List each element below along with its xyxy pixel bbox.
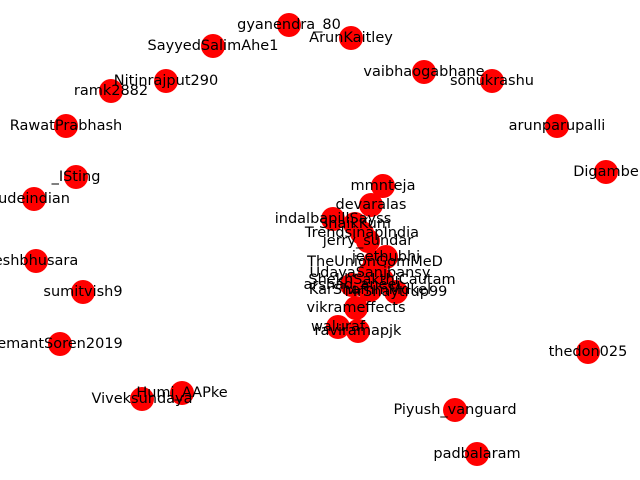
labels-layer: gyanendra_80 SayyedSalimAhe1 ArunKaitley Ni… — [0, 17, 639, 462]
node-label-trendsinapindia: TrendsinapIndia — [304, 225, 419, 241]
node-label-thedon025: thedon025 — [549, 344, 628, 360]
node-piyush-vanguard — [443, 398, 467, 422]
node-label-emantsoren2019: emantSoren2019 — [0, 336, 123, 352]
node-label-udayasanjbansy: UdayaSanjbansy — [310, 265, 431, 281]
node-label-digambe: Digambe — [573, 164, 639, 180]
node-mmnteja — [371, 174, 395, 198]
node-label-ramk2882: ramk2882 — [74, 83, 148, 99]
node-sumitvish9 — [71, 280, 95, 304]
node-label-shaikkum: ShaikKum — [319, 216, 391, 232]
node-arunkaitley — [339, 26, 363, 50]
node-label-nitinrajput290: Nitinrajput290 — [114, 73, 218, 89]
node-udeindian — [22, 187, 46, 211]
node-label-raviramapjk: raviramapjk — [315, 323, 403, 339]
node-emantsoren2019 — [48, 332, 72, 356]
node-label-mmnteja: mmnteja — [351, 178, 416, 194]
node-label-indalbapillsayss: indalbapillSayss — [275, 211, 392, 227]
node-jerry-sundar — [356, 229, 380, 253]
node-label-udeindian: udeindian — [0, 191, 70, 207]
node-indalbapillsayss — [321, 207, 345, 231]
node-sayyedsalimahe1 — [201, 34, 225, 58]
node-label-rawatprabhash: RawatPrabhash — [10, 118, 122, 134]
node-arunparupalli — [545, 114, 569, 138]
node-padbalaram — [465, 442, 489, 466]
node-label-gyanendra-80: gyanendra_80 — [237, 17, 341, 33]
node-label-piyush-vanguard: Piyush_vanguard — [393, 402, 516, 418]
node-label-vaibhaogabhane: vaibhaogabhane — [363, 64, 484, 80]
node-vikrameffects — [344, 296, 368, 320]
node-label-karshafnmmdkel: KarShafnmMdkel — [309, 282, 431, 298]
node-label-jeethubhi: jeethubhi — [351, 249, 420, 265]
node-sonukrashu — [480, 69, 504, 93]
node-humi-aapke — [170, 381, 194, 405]
node-label-sonukrashu: sonukrashu — [450, 73, 534, 89]
node-vaibhaogabhane — [412, 60, 436, 84]
node-label-jerry-sundar: jerry_sundar — [322, 233, 413, 249]
node-label-isting: _ISting — [51, 169, 101, 185]
node-viveksundaya — [130, 387, 154, 411]
node-label-sumitvish9: sumitvish9 — [43, 284, 122, 300]
node-digambe — [594, 160, 618, 184]
node-ramk2882 — [99, 79, 123, 103]
node-isting — [64, 165, 88, 189]
node-mrshaytrup99 — [384, 280, 408, 304]
node-label-arunparupalli: arunparupalli — [509, 118, 606, 134]
node-label-shekhsakthicautam: ShekhSakthiCautam — [308, 272, 455, 288]
nodes-layer — [22, 13, 618, 466]
node-label-mrshaytrup99: MrShaytrup99 — [345, 284, 448, 300]
node-label-viveksundaya: Viveksundaya — [91, 391, 192, 407]
node-label-padbalaram: padbalaram — [433, 446, 520, 462]
node-label-humi-aapke: Humi_AAPke — [136, 385, 227, 401]
node-gyanendra-80 — [277, 13, 301, 37]
node-label-eshbhusara: eshbhusara — [0, 253, 78, 269]
node-label-arunkaitley: ArunKaitley — [309, 30, 393, 46]
node-label-sayyedsalimahe1: SayyedSalimAhe1 — [148, 38, 279, 54]
node-nitinrajput290 — [154, 69, 178, 93]
node-label-theuniongommed: TheUnionGomMeD — [306, 254, 443, 270]
node-eshbhusara — [24, 249, 48, 273]
node-karshafnmmdkel — [358, 278, 382, 302]
node-label-vikrameffects: vikrameffects — [306, 300, 405, 316]
node-label-arshad-aneei: arshad_aneei — [304, 277, 401, 293]
node-label-devaralas: devaralas — [336, 197, 407, 213]
node-arshad-aneei — [340, 273, 364, 297]
node-label-waluraf: waluraf — [311, 319, 366, 335]
node-thedon025 — [576, 340, 600, 364]
node-rawatprabhash — [54, 114, 78, 138]
node-devaralas — [359, 193, 383, 217]
node-raviramapjk — [346, 319, 370, 343]
node-waluraf — [326, 315, 350, 339]
